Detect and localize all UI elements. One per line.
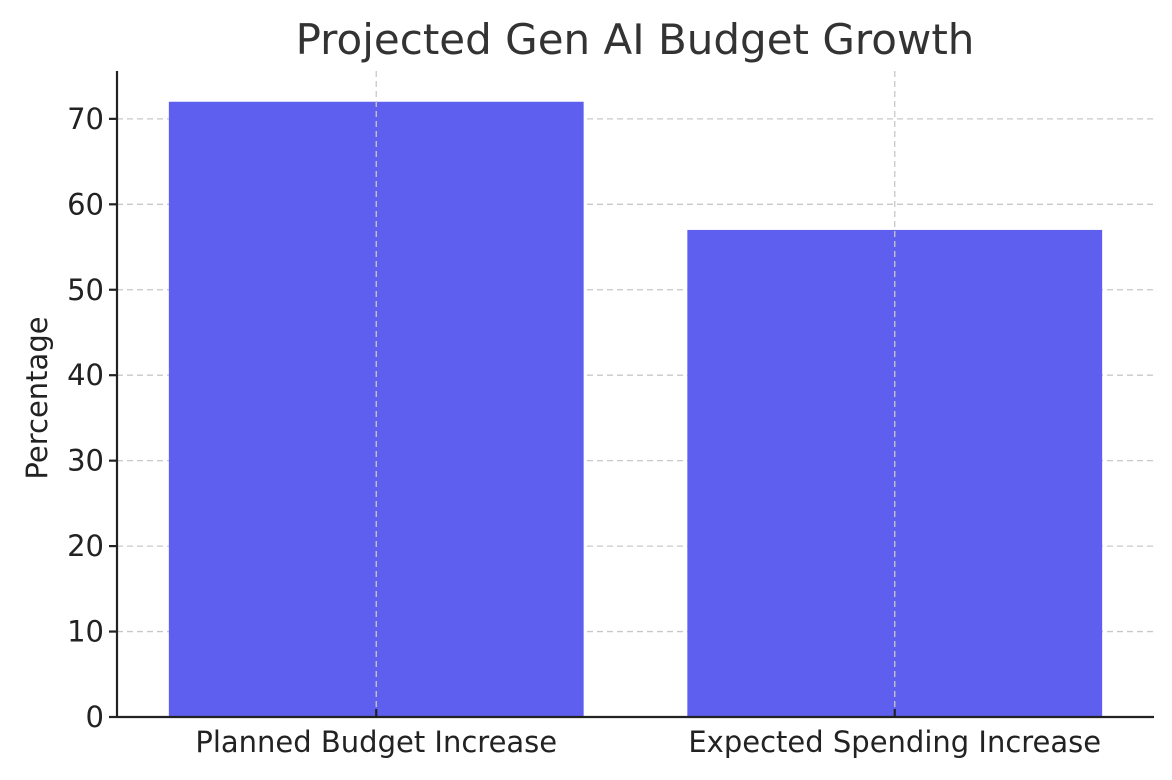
bars-layer [168, 101, 1103, 717]
y-tick-label: 50 [67, 273, 104, 307]
y-tick-label: 60 [67, 187, 104, 221]
y-tick-label: 20 [67, 529, 104, 563]
chart-title: Projected Gen AI Budget Growth [296, 15, 975, 64]
y-tick-label: 10 [67, 615, 104, 649]
y-axis-label: Percentage [20, 316, 54, 479]
y-tick-label: 40 [67, 358, 104, 392]
x-tick-label: Planned Budget Increase [195, 725, 557, 759]
y-tick-label: 0 [86, 700, 104, 734]
x-tick-label: Expected Spending Increase [688, 725, 1101, 759]
ticks-layer: 0 10 20 30 40 50 60 70 Planned Budget Increase Ex… [67, 102, 1101, 759]
axes-layer [115, 71, 1154, 719]
vertical-grid-layer [375, 71, 896, 717]
y-tick-label: 30 [67, 444, 104, 478]
y-tick-label: 70 [67, 102, 104, 136]
